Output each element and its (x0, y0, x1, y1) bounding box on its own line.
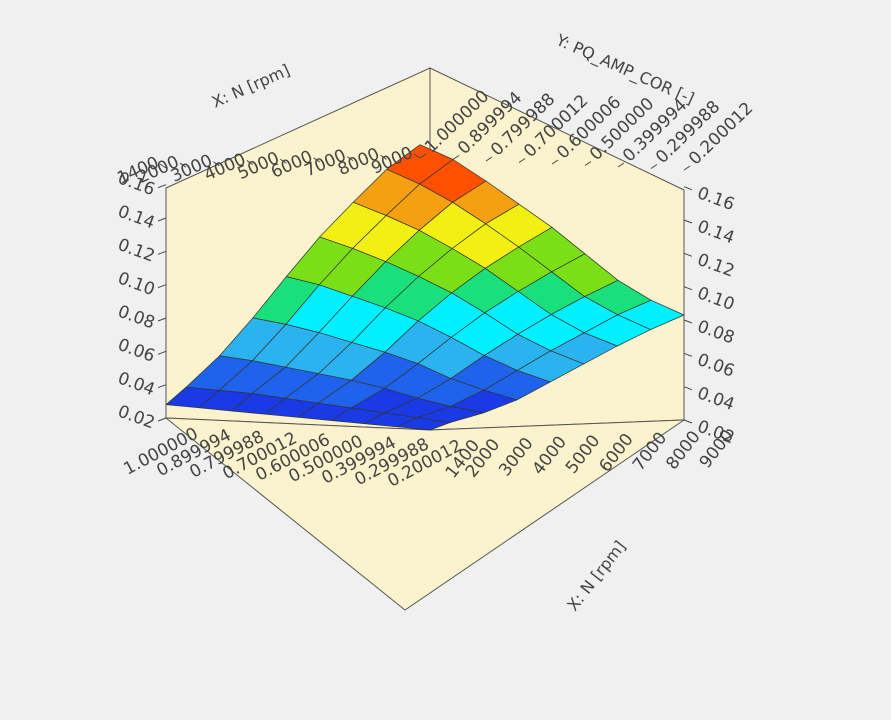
z-tick-mark-right-6 (683, 219, 693, 224)
z-tick-right-6: 0.14 (695, 217, 737, 249)
z-tick-mark-left-7 (157, 184, 167, 189)
z-tick-mark-right-0 (683, 419, 693, 424)
surface-mesh (165, 144, 685, 431)
x-tick-mark-top-7 (380, 154, 387, 160)
y-tick-mark-top-5 (518, 158, 526, 163)
z-tick-mark-right-7 (683, 186, 693, 191)
x-axis-title-top: X: N [rpm] (209, 60, 293, 111)
z-tick-mark-right-3 (683, 319, 693, 324)
z-tick-left-1: 0.04 (115, 368, 157, 400)
x-tick-mark-top-3 (246, 160, 254, 165)
z-tick-mark-right-4 (683, 286, 693, 291)
z-tick-mark-right-2 (683, 352, 693, 357)
y-tick-mark-top-6 (485, 156, 493, 162)
z-tick-right-4: 0.10 (695, 283, 737, 315)
z-axis-right: 0.020.040.060.080.100.120.140.16 (683, 183, 737, 448)
y-tick-mark-top-0 (683, 165, 691, 171)
y-tick-mark-top-8 (419, 153, 427, 159)
z-tick-right-3: 0.08 (695, 317, 737, 349)
z-tick-right-2: 0.06 (695, 350, 737, 382)
z-tick-mark-right-5 (683, 252, 693, 257)
y-tick-mark-top-7 (452, 155, 460, 160)
y-tick-mark-top-2 (617, 162, 625, 168)
y-tick-mark-top-4 (551, 159, 559, 165)
z-tick-left-5: 0.12 (115, 235, 157, 267)
x-tick-mark-top-2 (213, 161, 220, 167)
z-tick-mark-left-5 (157, 250, 167, 255)
z-tick-left-3: 0.08 (115, 302, 157, 334)
z-axis-left: 0.020.040.060.080.100.120.140.16 (115, 168, 167, 434)
z-tick-left-4: 0.10 (115, 268, 157, 300)
z-tick-mark-left-4 (157, 284, 167, 289)
floor (164, 417, 686, 611)
x-tick-mark-top-6 (346, 156, 354, 162)
z-tick-mark-left-6 (157, 217, 167, 222)
x-tick-mark-top-0 (159, 163, 167, 169)
z-tick-mark-left-0 (157, 417, 167, 422)
x-tick-mark-top-4 (280, 158, 287, 164)
z-tick-mark-left-1 (157, 384, 167, 389)
z-tick-right-5: 0.12 (695, 250, 737, 282)
z-tick-right-1: 0.04 (695, 383, 737, 415)
x-tick-mark-top-1 (179, 162, 187, 168)
y-tick-mark-top-3 (584, 161, 592, 166)
z-tick-mark-right-1 (683, 386, 693, 391)
z-tick-mark-left-2 (157, 350, 167, 355)
z-tick-left-0: 0.02 (115, 402, 157, 434)
x-axis-title-bottom: X: N [rpm] (563, 537, 629, 614)
z-tick-left-6: 0.14 (115, 202, 157, 234)
z-tick-left-2: 0.06 (115, 335, 157, 367)
x-tick-mark-top-8 (413, 153, 421, 159)
surface-facet-0-0 (396, 417, 451, 431)
z-tick-right-7: 0.16 (695, 183, 737, 215)
y-tick-mark-top-1 (650, 164, 658, 169)
z-tick-mark-left-3 (157, 317, 167, 322)
y-axis-top: 0.2000120.2999880.3999940.5000000.600006… (419, 86, 757, 171)
x-tick-mark-top-5 (313, 157, 321, 163)
